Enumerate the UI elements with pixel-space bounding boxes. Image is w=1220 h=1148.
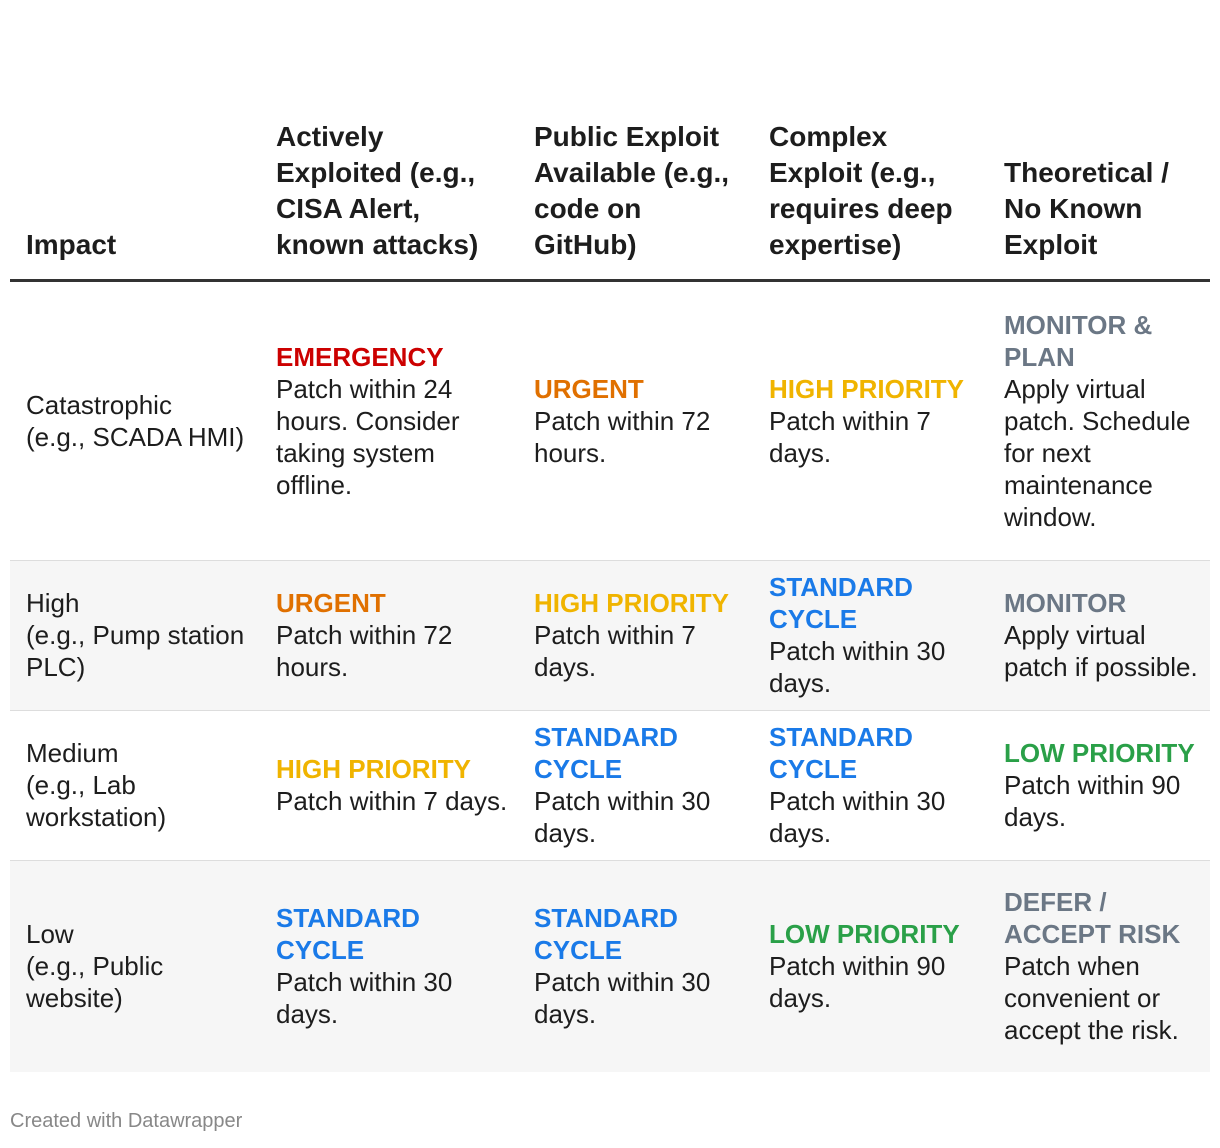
priority-action: Apply virtual patch. Schedule for next m… xyxy=(1004,373,1191,532)
header-actively-exploited: Actively Exploited (e.g., CISA Alert, kn… xyxy=(260,42,518,282)
impact-example: (e.g., Pump station PLC) xyxy=(26,620,245,682)
priority-cell: LOW PRIORITY Patch within 90 days. xyxy=(753,860,988,1072)
priority-level: MONITOR xyxy=(1004,588,1127,618)
impact-example: (e.g., Lab workstation) xyxy=(26,770,167,832)
priority-cell: STANDARD CYCLE Patch within 30 days. xyxy=(518,710,753,861)
priority-level: STANDARD CYCLE xyxy=(276,903,420,966)
priority-cell: STANDARD CYCLE Patch within 30 days. xyxy=(518,860,753,1072)
priority-cell: EMERGENCY Patch within 24 hours. Conside… xyxy=(260,280,518,561)
priority-level: STANDARD CYCLE xyxy=(534,903,678,966)
priority-cell: STANDARD CYCLE Patch within 30 days. xyxy=(260,860,518,1072)
priority-cell: HIGH PRIORITY Patch within 7 days. xyxy=(753,280,988,561)
priority-action: Patch within 24 hours. Consider taking s… xyxy=(276,373,460,500)
priority-action: Patch within 72 hours. xyxy=(276,620,453,682)
impact-name: Medium xyxy=(26,738,119,768)
table-row-medium: Medium (e.g., Lab workstation) HIGH PRIO… xyxy=(10,710,1210,861)
priority-action: Patch within 30 days. xyxy=(534,967,711,1030)
datawrapper-credit: Created with Datawrapper xyxy=(10,1110,243,1132)
priority-action: Patch within 30 days. xyxy=(769,636,946,698)
priority-action: Apply virtual patch if possible. xyxy=(1004,620,1198,682)
table-row-low: Low (e.g., Public website) STANDARD CYCL… xyxy=(10,860,1210,1072)
priority-level: HIGH PRIORITY xyxy=(276,754,472,784)
priority-action: Patch within 72 hours. xyxy=(534,405,711,468)
header-row: Impact Actively Exploited (e.g., CISA Al… xyxy=(10,42,1210,282)
priority-level: STANDARD CYCLE xyxy=(769,572,913,634)
header-impact: Impact xyxy=(10,42,260,282)
header-public-exploit: Public Exploit Available (e.g., code on … xyxy=(518,42,753,282)
priority-cell: MONITOR Apply virtual patch if possible. xyxy=(988,560,1210,711)
impact-cell: Medium (e.g., Lab workstation) xyxy=(10,710,260,861)
priority-level: STANDARD CYCLE xyxy=(769,722,913,784)
priority-level: DEFER / ACCEPT RISK xyxy=(1004,887,1181,950)
impact-example: (e.g., SCADA HMI) xyxy=(26,421,245,452)
priority-level: LOW PRIORITY xyxy=(1004,738,1195,768)
priority-action: Patch within 90 days. xyxy=(769,951,946,1014)
priority-action: Patch within 30 days. xyxy=(534,786,711,848)
patch-priority-matrix: Impact Actively Exploited (e.g., CISA Al… xyxy=(10,42,1210,1072)
priority-level: STANDARD CYCLE xyxy=(534,722,678,784)
priority-cell: STANDARD CYCLE Patch within 30 days. xyxy=(753,710,988,861)
impact-name: High xyxy=(26,588,80,618)
priority-cell: MONITOR & PLAN Apply virtual patch. Sche… xyxy=(988,280,1210,561)
priority-action: Patch when convenient or accept the risk… xyxy=(1004,951,1179,1046)
priority-cell: HIGH PRIORITY Patch within 7 days. xyxy=(518,560,753,711)
priority-action: Patch within 30 days. xyxy=(769,786,946,848)
priority-cell: STANDARD CYCLE Patch within 30 days. xyxy=(753,560,988,711)
priority-level: HIGH PRIORITY xyxy=(769,373,965,404)
priority-cell: LOW PRIORITY Patch within 90 days. xyxy=(988,710,1210,861)
impact-cell: Catastrophic (e.g., SCADA HMI) xyxy=(10,280,260,561)
header-complex-exploit: Complex Exploit (e.g., requires deep exp… xyxy=(753,42,988,282)
priority-cell: URGENT Patch within 72 hours. xyxy=(518,280,753,561)
priority-cell: DEFER / ACCEPT RISK Patch when convenien… xyxy=(988,860,1210,1072)
priority-action: Patch within 7 days. xyxy=(534,620,696,682)
priority-level: URGENT xyxy=(534,373,644,404)
impact-name: Low xyxy=(26,919,74,950)
impact-cell: Low (e.g., Public website) xyxy=(10,860,260,1072)
impact-name: Catastrophic xyxy=(26,389,172,420)
priority-level: URGENT xyxy=(276,588,386,618)
priority-level: EMERGENCY xyxy=(276,341,444,372)
header-theoretical: Theoretical / No Known Exploit xyxy=(988,42,1210,282)
priority-level: MONITOR & PLAN xyxy=(1004,309,1153,372)
priority-action: Patch within 7 days. xyxy=(276,786,508,816)
impact-cell: High (e.g., Pump station PLC) xyxy=(10,560,260,711)
priority-level: LOW PRIORITY xyxy=(769,919,960,950)
impact-example: (e.g., Public website) xyxy=(26,951,164,1014)
priority-action: Patch within 30 days. xyxy=(276,967,453,1030)
priority-action: Patch within 90 days. xyxy=(1004,770,1181,832)
priority-cell: URGENT Patch within 72 hours. xyxy=(260,560,518,711)
table-row-catastrophic: Catastrophic (e.g., SCADA HMI) EMERGENCY… xyxy=(10,280,1210,561)
table-row-high: High (e.g., Pump station PLC) URGENT Pat… xyxy=(10,560,1210,711)
priority-action: Patch within 7 days. xyxy=(769,405,931,468)
priority-cell: HIGH PRIORITY Patch within 7 days. xyxy=(260,710,518,861)
priority-level: HIGH PRIORITY xyxy=(534,588,730,618)
